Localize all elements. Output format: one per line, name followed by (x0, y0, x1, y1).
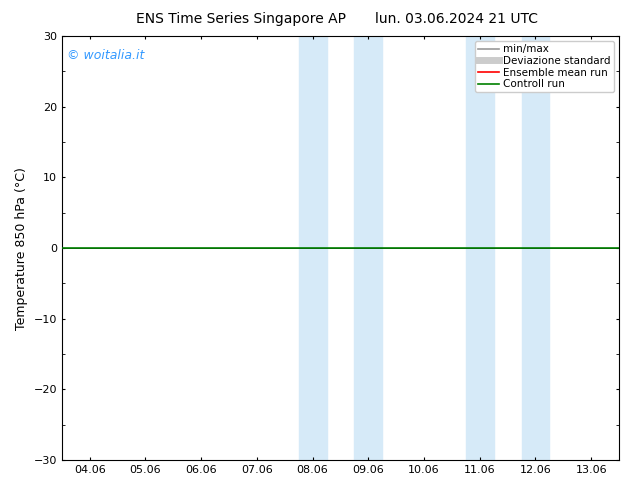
Text: ENS Time Series Singapore AP: ENS Time Series Singapore AP (136, 12, 346, 26)
Text: © woitalia.it: © woitalia.it (67, 49, 145, 62)
Legend: min/max, Deviazione standard, Ensemble mean run, Controll run: min/max, Deviazione standard, Ensemble m… (475, 41, 614, 92)
Bar (299, 36, 327, 460)
Bar (522, 36, 550, 460)
Bar (466, 36, 494, 460)
Bar (354, 36, 382, 460)
Y-axis label: Temperature 850 hPa (°C): Temperature 850 hPa (°C) (15, 167, 28, 330)
Text: lun. 03.06.2024 21 UTC: lun. 03.06.2024 21 UTC (375, 12, 538, 26)
